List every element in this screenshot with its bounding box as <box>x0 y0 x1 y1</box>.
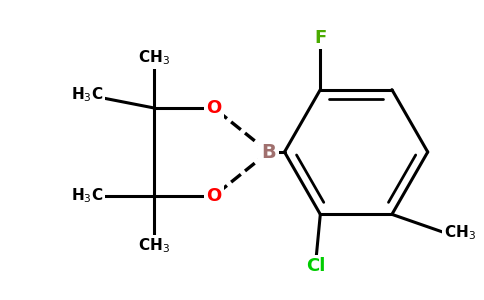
Text: O: O <box>206 187 222 205</box>
Text: CH$_3$: CH$_3$ <box>138 237 170 255</box>
Text: F: F <box>314 28 326 46</box>
Text: CH$_3$: CH$_3$ <box>138 49 170 67</box>
Text: Cl: Cl <box>306 257 325 275</box>
Text: O: O <box>206 99 222 117</box>
Text: H$_3$C: H$_3$C <box>71 187 104 205</box>
Text: H$_3$C: H$_3$C <box>71 86 104 104</box>
Text: CH$_3$: CH$_3$ <box>444 223 476 242</box>
Text: B: B <box>261 142 276 161</box>
